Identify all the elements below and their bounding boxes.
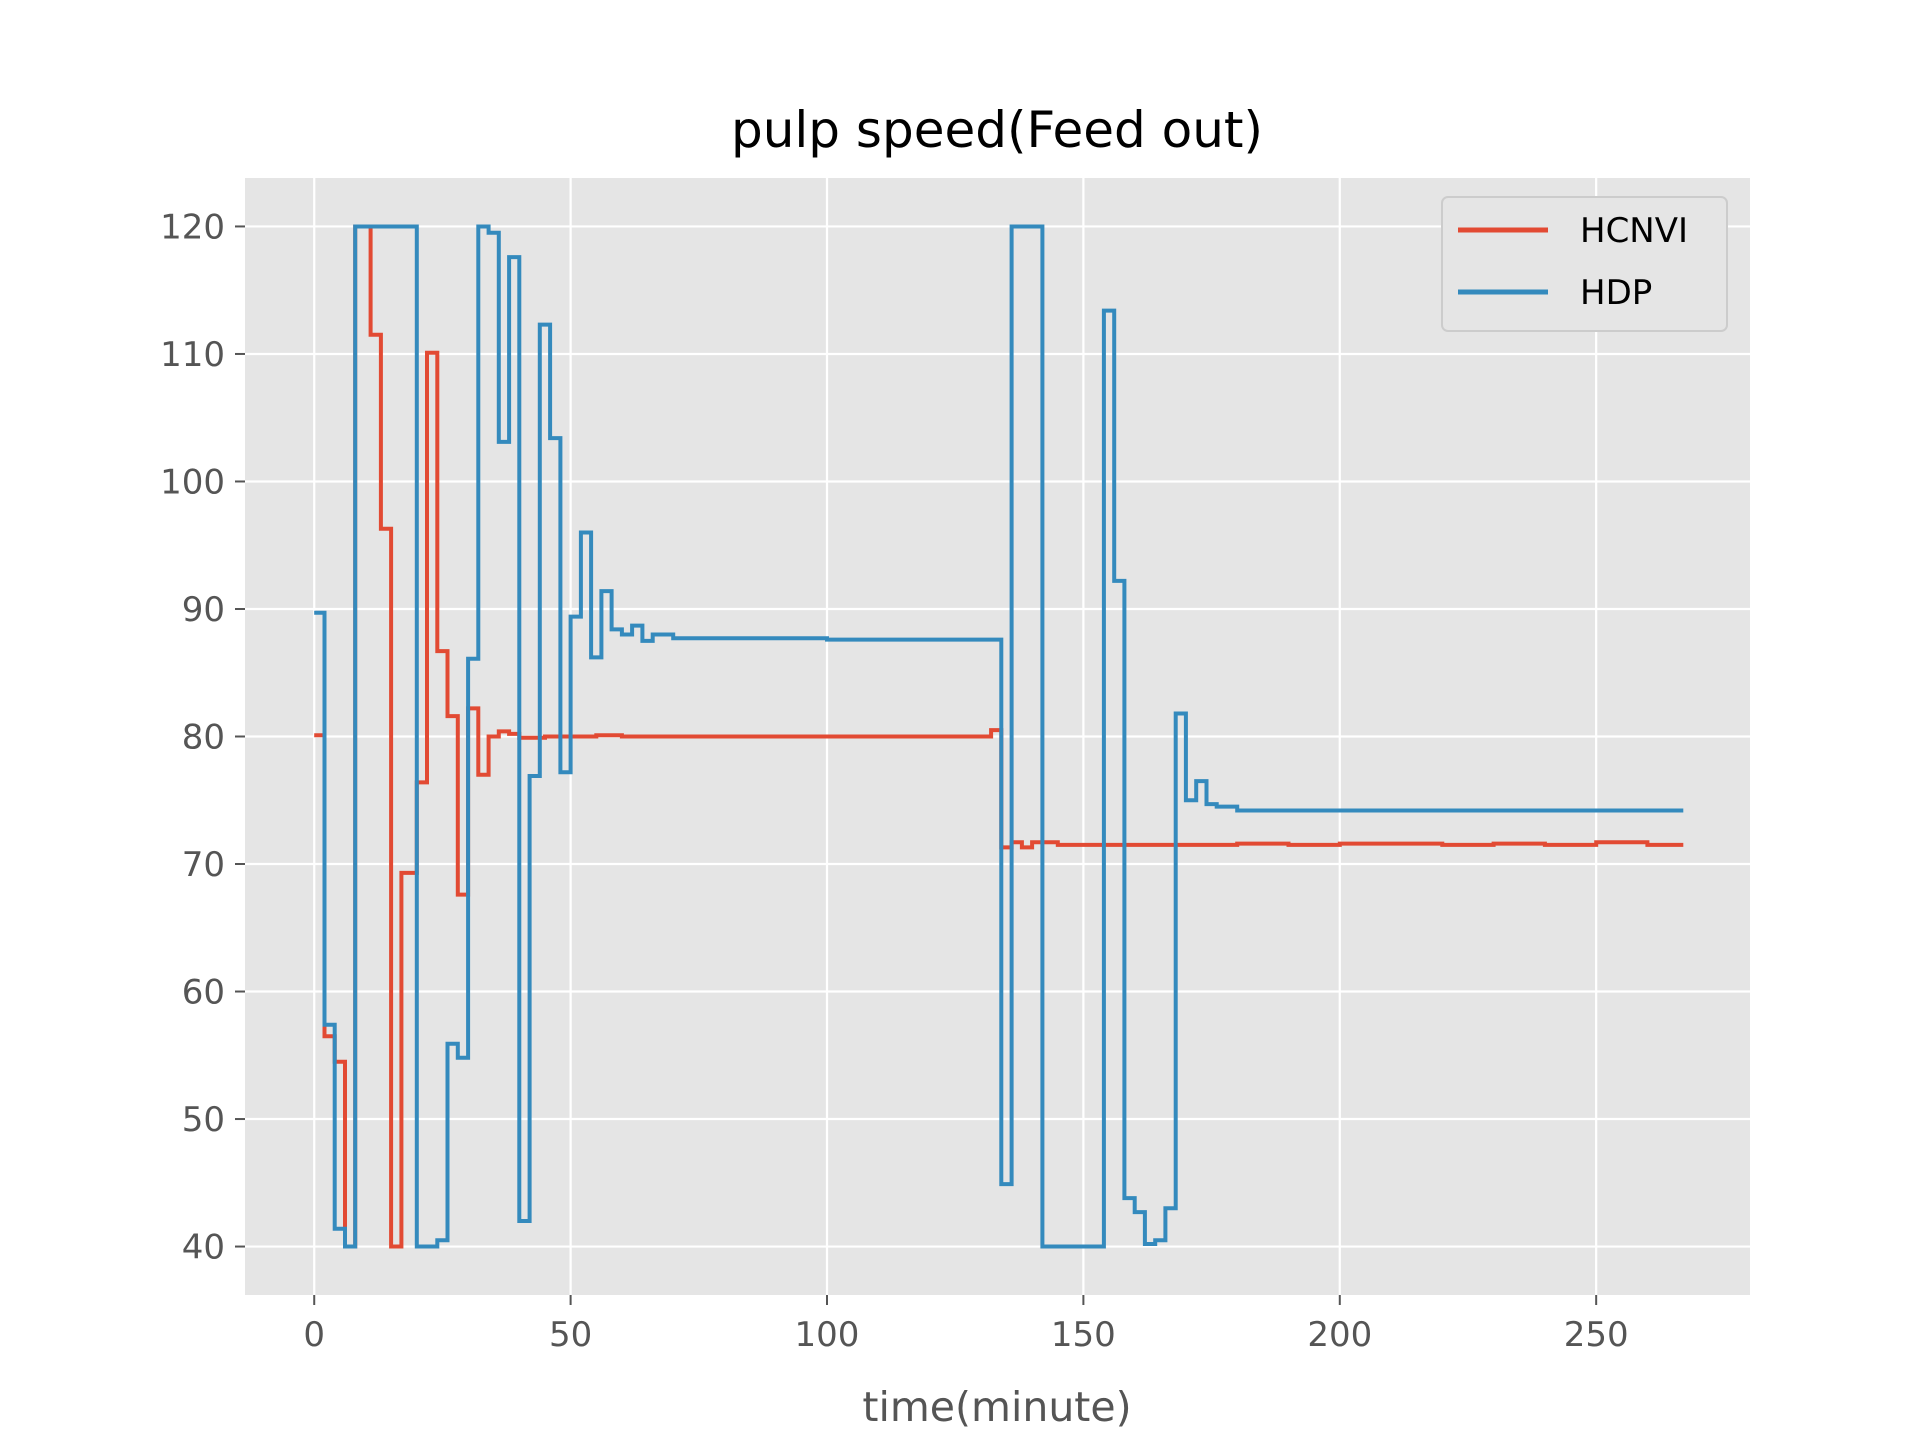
x-tick-label: 250: [1564, 1315, 1629, 1355]
y-tick-label: 70: [182, 845, 225, 885]
axis-ticks: 0 50 100 150 200 250 40 50 60 70 80 90 100 110 120: [160, 207, 1629, 1355]
x-tick-label: 0: [303, 1315, 325, 1355]
y-tick-label: 100: [160, 462, 225, 502]
y-tick-label: 80: [182, 718, 225, 758]
legend: HCNVI HDP: [1441, 196, 1728, 332]
series-line-hdp: [314, 224, 1684, 1249]
x-tick-label: 50: [549, 1315, 592, 1355]
y-tick-label: 90: [182, 590, 225, 630]
y-tick-label: 60: [182, 973, 225, 1013]
x-tick-label: 100: [795, 1315, 860, 1355]
y-tick-label: 120: [160, 207, 225, 247]
x-tick-label: 150: [1051, 1315, 1116, 1355]
y-tick-label: 50: [182, 1100, 225, 1140]
x-tick-label: 200: [1307, 1315, 1372, 1355]
chart-title: pulp speed(Feed out): [731, 101, 1263, 159]
series-line-hcnvi: [314, 224, 1684, 1249]
grid-lines: [245, 178, 1750, 1295]
x-axis-title: time(minute): [862, 1383, 1131, 1431]
y-tick-label: 110: [160, 335, 225, 375]
legend-label-hcnvi: HCNVI: [1580, 211, 1688, 251]
series-layer: [314, 224, 1684, 1249]
y-tick-label: 40: [182, 1228, 225, 1268]
legend-label-hdp: HDP: [1580, 273, 1652, 313]
